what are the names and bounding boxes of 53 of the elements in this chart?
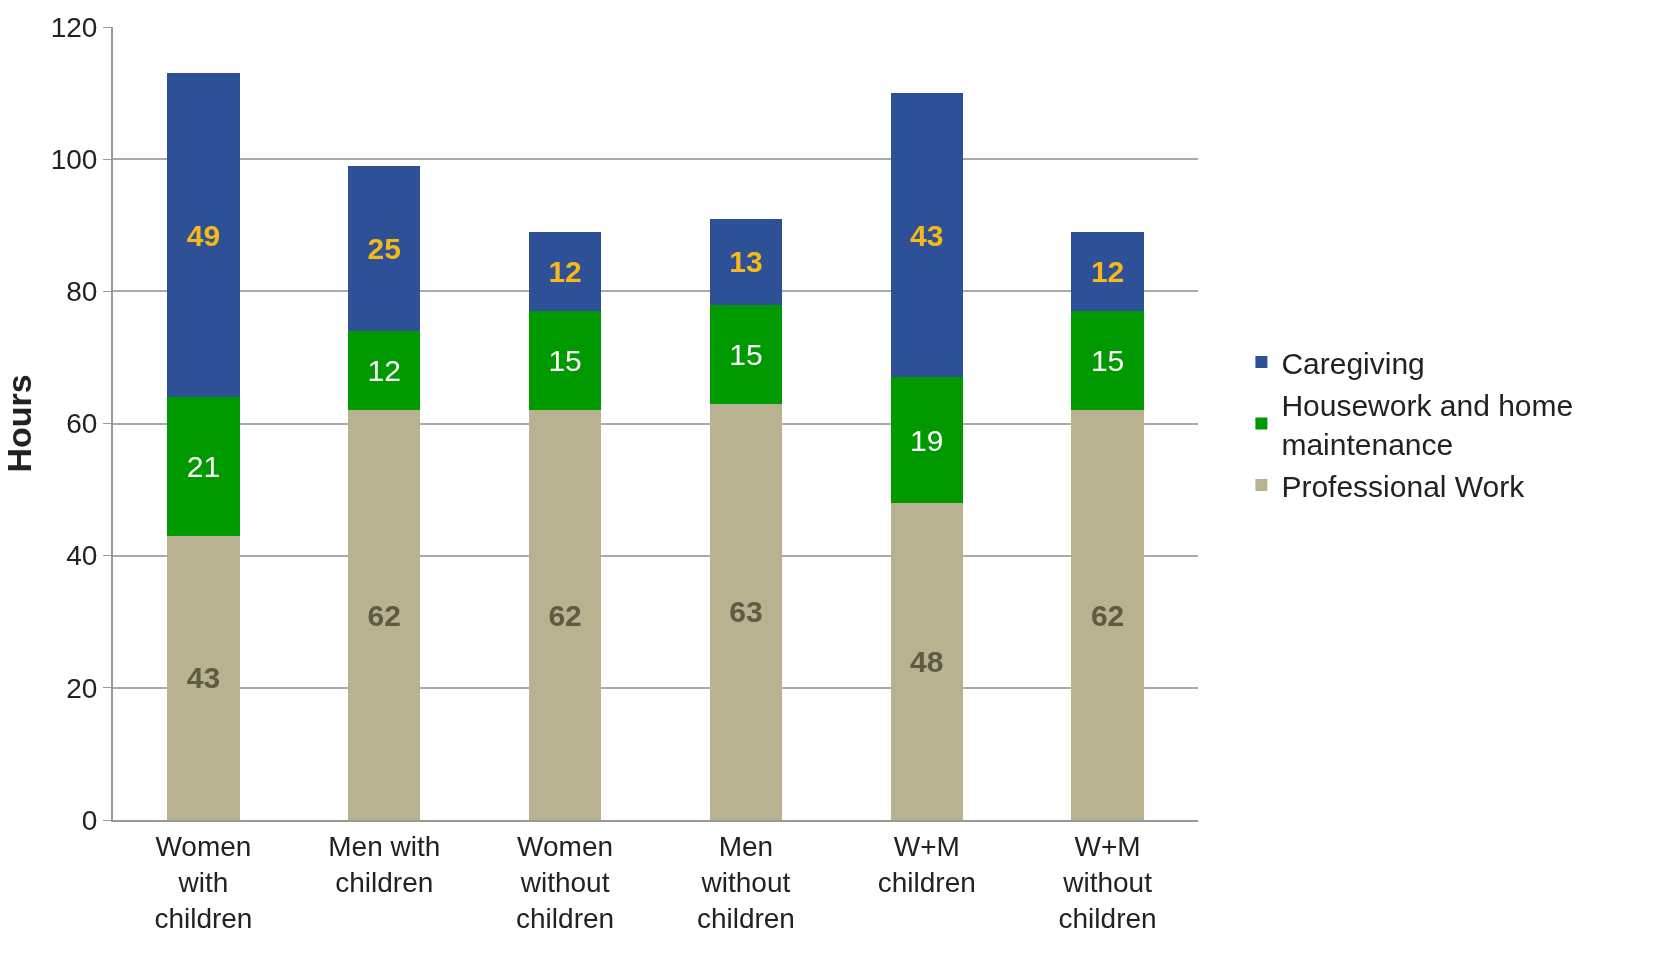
bar (348, 410, 421, 820)
y-tick-label: 20 (66, 672, 98, 704)
bar (890, 377, 963, 503)
x-tick-label: W+M children (877, 830, 976, 898)
bar (528, 410, 602, 820)
data-label: 21 (186, 449, 221, 483)
data-label: 15 (1090, 344, 1125, 378)
data-label: 13 (729, 245, 763, 279)
x-tick-label: Women without children (516, 830, 615, 935)
data-label: 63 (729, 595, 763, 629)
bar (348, 330, 421, 411)
bar (528, 311, 602, 411)
bar (167, 535, 240, 820)
data-label: 43 (910, 218, 944, 252)
x-tick-label: Men with children (328, 830, 441, 898)
data-label: 25 (367, 231, 401, 265)
data-label: 62 (548, 598, 582, 632)
bar (167, 73, 240, 398)
legend-label: Housework and home maintenance (1281, 388, 1574, 461)
y-axis-title: Hours (0, 374, 38, 473)
bar (709, 218, 783, 305)
legend-label: Caregiving (1281, 346, 1425, 380)
bar (1071, 311, 1144, 411)
legend-label: Professional Work (1281, 469, 1526, 503)
x-tick-label: W+M without children (1058, 830, 1157, 935)
bar (890, 93, 963, 378)
data-label: 15 (548, 344, 582, 378)
bar (348, 165, 421, 331)
data-label: 49 (186, 218, 221, 252)
data-label: 43 (186, 661, 221, 695)
y-tick-label: 100 (50, 143, 98, 175)
x-tick-label: Women with children (154, 830, 253, 935)
data-label: 12 (548, 255, 582, 289)
data-label: 62 (1090, 598, 1125, 632)
data-label: 12 (1090, 255, 1125, 289)
y-tick-label: 60 (66, 408, 98, 440)
data-label: 15 (729, 337, 763, 371)
y-tick-label: 120 (50, 11, 98, 43)
data-label: 19 (910, 423, 944, 457)
data-label: 48 (910, 644, 944, 678)
bar (709, 304, 783, 404)
data-label: 12 (367, 354, 401, 388)
bar (167, 397, 240, 536)
bar (1071, 410, 1144, 820)
bar (709, 403, 783, 820)
bar (890, 502, 963, 820)
y-tick-label: 80 (66, 276, 98, 308)
y-tick-label: 0 (81, 804, 98, 836)
bar (1071, 231, 1144, 312)
y-tick-label: 40 (66, 540, 98, 572)
bar (528, 231, 602, 312)
x-tick-label: Men without children (696, 830, 795, 935)
data-label: 62 (367, 598, 401, 632)
